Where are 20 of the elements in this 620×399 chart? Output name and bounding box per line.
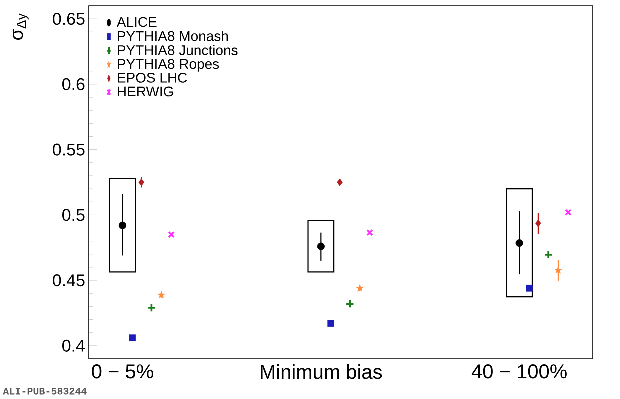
text: ALI-PUB-583244 (3, 388, 87, 395)
y-tick-label: 0.45 (53, 274, 85, 287)
bar (109, 178, 136, 273)
y-tick-label: 0.55 (53, 144, 85, 156)
y-tick-label: 0.65 (53, 13, 85, 26)
legend-label: EPOS LHC (118, 72, 188, 83)
bar (308, 220, 335, 273)
legend-label: PYTHIA8 Junctions (118, 45, 238, 56)
legend-label: PYTHIA8 Ropes (118, 59, 220, 72)
x-tick-label: 0 − 5% (92, 364, 154, 379)
y-tick-label: 0.4 (62, 340, 85, 352)
x-tick-label: 40 − 100% (472, 364, 567, 379)
bar (506, 188, 534, 298)
legend-label: ALICE (116, 17, 157, 28)
legend-label: HERWIG (118, 86, 174, 97)
legend-label: PYTHIA8 Monash (118, 31, 228, 42)
x-tick-label: Minimum bias (261, 364, 382, 380)
y-axis-title: σ$_{Δy}$ (13, 14, 29, 40)
y-tick-label: 0.5 (62, 209, 85, 222)
y-tick-label: 0.6 (62, 78, 85, 90)
